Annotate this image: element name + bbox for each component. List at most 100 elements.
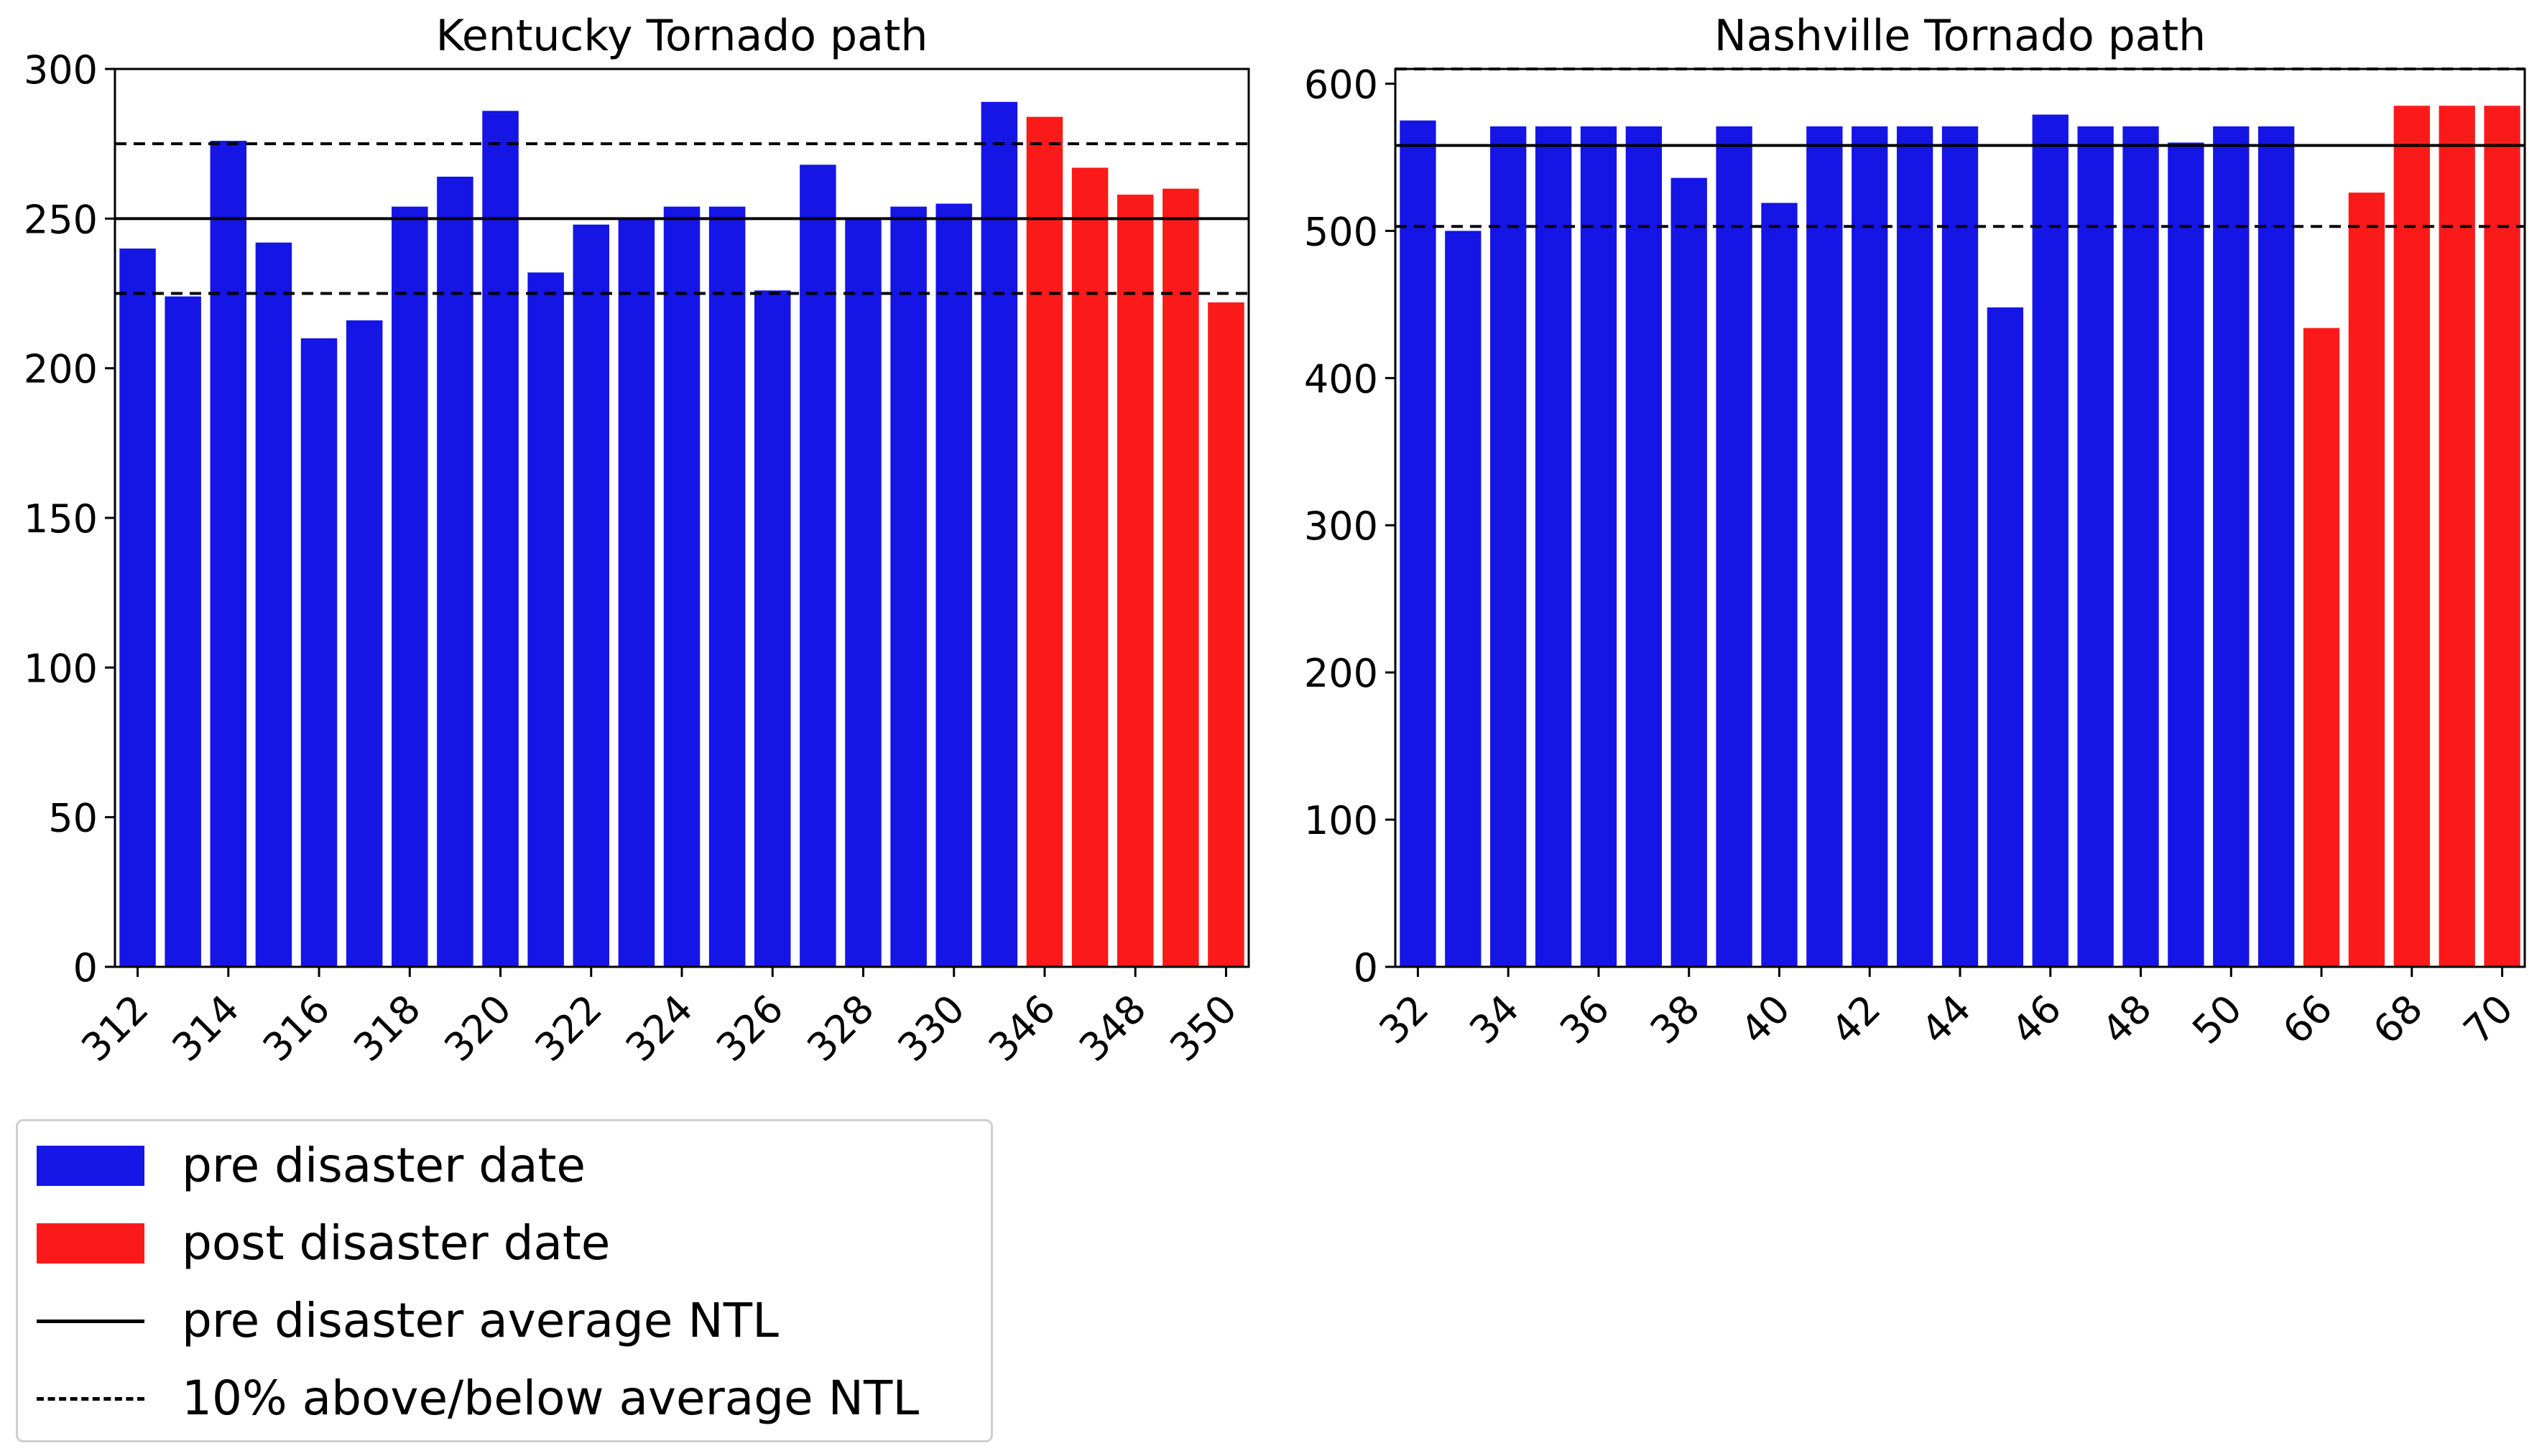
bar-pre-323 (618, 218, 655, 967)
x-tick-label: 350 (1161, 986, 1245, 1070)
x-tick-label: 38 (1642, 986, 1709, 1053)
x-tick-label: 324 (617, 986, 701, 1070)
bar-pre-46 (2032, 114, 2069, 967)
y-tick-label: 150 (24, 496, 98, 542)
x-tick-label: 36 (1551, 986, 1618, 1053)
x-tick-label: 328 (798, 986, 882, 1070)
bar-pre-327 (800, 164, 836, 967)
bar-post-349 (1163, 188, 1199, 968)
bar-pre-50 (2213, 126, 2250, 968)
legend-label-band: 10% above/below average NTL (182, 1371, 920, 1426)
legend-item-post: post disaster date (18, 1207, 991, 1279)
bar-pre-313 (165, 296, 201, 968)
x-tick-label: 40 (1732, 986, 1799, 1053)
bar-pre-316 (300, 338, 338, 967)
y-tick-label: 300 (24, 47, 98, 93)
bar-pre-318 (392, 206, 428, 968)
x-tick-label: 320 (435, 986, 519, 1070)
bar-pre-315 (255, 242, 292, 968)
bar-pre-43 (1896, 126, 1933, 968)
bar-post-68 (2393, 106, 2430, 968)
x-tick-label: 348 (1071, 986, 1155, 1070)
bar-pre-330 (935, 203, 972, 967)
legend-swatch-post (37, 1223, 144, 1263)
bar-pre-32 (1400, 120, 1436, 967)
x-tick-label: 48 (2094, 986, 2160, 1053)
x-tick-label: 44 (1913, 986, 1979, 1053)
chart-panel-nashville: Nashville Tornado path 0 100 200 300 400 500 60… (1304, 11, 2526, 1053)
x-tick-label: 32 (1370, 986, 1437, 1053)
bar-pre-329 (890, 206, 927, 968)
bar-pre-44 (1941, 126, 1979, 968)
bar-pre-328 (845, 218, 882, 967)
chart-title: Kentucky Tornado path (436, 11, 928, 61)
x-tick-label: 316 (254, 986, 338, 1070)
bar-pre-42 (1852, 126, 1888, 968)
bar-post-346 (1026, 116, 1063, 968)
y-tick-label: 50 (48, 796, 98, 841)
x-tick-label: 70 (2455, 986, 2522, 1053)
bar-pre-326 (754, 290, 791, 967)
y-tick-label: 500 (1304, 209, 1378, 254)
bar-pre-48 (2122, 126, 2159, 968)
bar-pre-40 (1761, 203, 1798, 968)
bar-pre-314 (210, 141, 247, 967)
legend-item-pre: pre disaster date (18, 1130, 991, 1202)
x-tick-label: 314 (164, 986, 248, 1070)
legend-line-solid (37, 1320, 144, 1323)
y-tick-label: 400 (1304, 356, 1378, 402)
x-tick-label: 46 (2003, 986, 2070, 1053)
bar-post-67 (2348, 193, 2385, 968)
y-tick-label: 200 (24, 347, 98, 392)
chart-panel-kentucky: Kentucky Tornado path 0 50 100 150 200 250 300 3… (24, 11, 1250, 1070)
y-tick-label: 100 (1304, 798, 1378, 843)
legend-item-mean: pre disaster average NTL (18, 1285, 991, 1357)
bar-pre-51 (2258, 126, 2295, 968)
bar-pre-34 (1490, 126, 1527, 968)
chart-title: Nashville Tornado path (1714, 11, 2206, 61)
legend-item-band: 10% above/below average NTL (18, 1363, 991, 1434)
x-tick-label: 322 (527, 986, 611, 1070)
y-tick-label: 250 (24, 197, 98, 242)
x-tick-label: 34 (1461, 986, 1527, 1053)
bar-pre-320 (482, 111, 519, 967)
x-tick-label: 50 (2183, 986, 2250, 1053)
bar-pre-39 (1716, 126, 1752, 968)
bar-pre-36 (1580, 126, 1617, 968)
bar-pre-317 (346, 320, 383, 967)
bar-pre-321 (527, 272, 564, 967)
x-tick-label: 68 (2365, 986, 2431, 1053)
y-tick-label: 100 (24, 646, 98, 691)
bar-pre-45 (1987, 307, 2024, 967)
x-tick-label: 66 (2274, 986, 2341, 1053)
bar-post-350 (1208, 302, 1244, 967)
bar-post-70 (2484, 106, 2520, 968)
legend: pre disaster date post disaster date pre… (16, 1119, 993, 1442)
bar-pre-35 (1535, 126, 1572, 968)
bar-pre-319 (437, 177, 473, 967)
bar-pre-33 (1445, 231, 1482, 967)
legend-label-post: post disaster date (182, 1215, 611, 1271)
legend-label-mean: pre disaster average NTL (182, 1293, 779, 1348)
bar-pre-41 (1806, 126, 1843, 968)
y-tick-label: 0 (73, 945, 98, 991)
bar-pre-331 (981, 101, 1018, 967)
x-tick-label: 330 (889, 986, 973, 1070)
y-tick-label: 600 (1304, 62, 1378, 107)
x-tick-label: 312 (73, 986, 157, 1070)
legend-swatch-pre (37, 1146, 144, 1186)
bar-pre-37 (1625, 126, 1662, 968)
y-tick-label: 200 (1304, 651, 1378, 696)
x-tick-label: 326 (708, 986, 792, 1070)
bar-post-66 (2303, 328, 2340, 967)
y-tick-label: 300 (1304, 504, 1378, 549)
bar-post-347 (1071, 167, 1109, 967)
x-tick-label: 42 (1822, 986, 1889, 1053)
bar-pre-49 (2168, 142, 2204, 968)
x-tick-label: 318 (345, 986, 429, 1070)
bar-pre-47 (2077, 126, 2114, 968)
bar-post-348 (1117, 195, 1154, 967)
y-tick-label: 0 (1354, 945, 1378, 991)
bar-pre-325 (708, 206, 746, 968)
